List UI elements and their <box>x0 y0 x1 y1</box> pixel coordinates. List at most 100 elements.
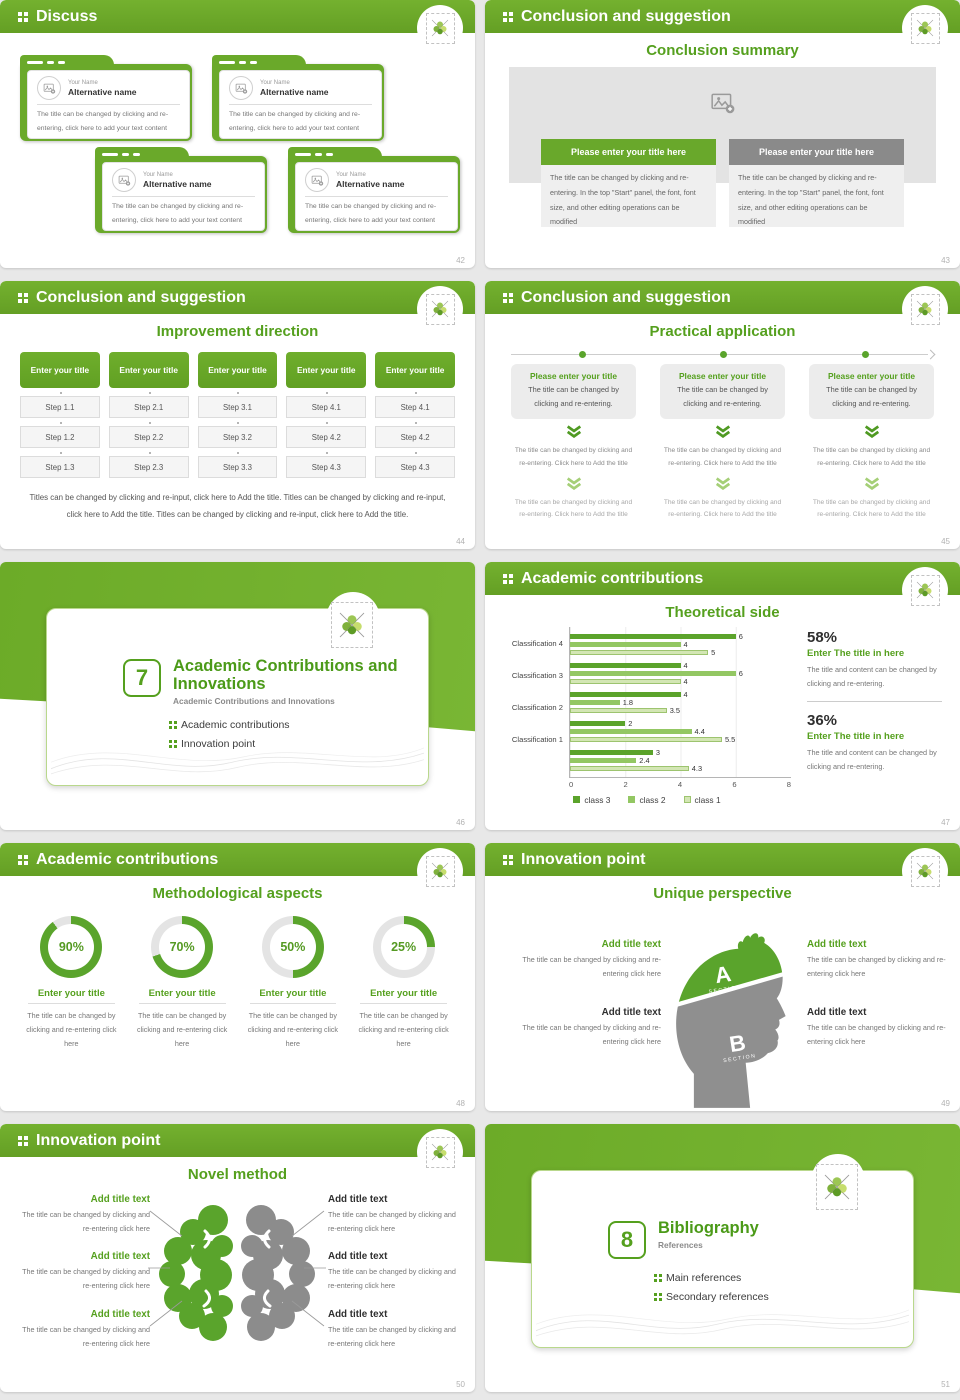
profile-card: Your Name Alternative name The title can… <box>95 147 267 233</box>
head-silhouette-graphic: A SECTION B SECTION <box>676 933 786 1108</box>
double-chevron-down-icon <box>660 424 785 443</box>
double-chevron-down-icon <box>511 476 636 495</box>
stat-title: Enter The title in here <box>807 730 905 742</box>
chart-category-label: Classification 3 <box>511 670 563 680</box>
slide-50-novel-method[interactable]: Innovation point Novel method <box>0 1124 475 1392</box>
school-logo-badge <box>902 286 948 332</box>
profile-card: Your Name Alternative name The title can… <box>212 55 384 141</box>
chart-category-label: Classification 2 <box>511 702 563 712</box>
timeline <box>511 349 936 360</box>
double-chevron-down-icon <box>809 476 934 495</box>
image-icon <box>305 168 329 192</box>
school-logo-badge <box>417 286 463 332</box>
donut-column: 25% Enter your title The title can be ch… <box>354 908 453 1051</box>
slide-49-unique-perspective[interactable]: Innovation point Unique perspective A SE… <box>485 843 960 1111</box>
timeline-column: Please enter your title The title can be… <box>809 364 934 522</box>
slide-title: Improvement direction <box>156 323 319 340</box>
profile-card: Your Name Alternative name The title can… <box>20 55 192 141</box>
section-card: 8 Bibliography References Main reference… <box>531 1154 914 1348</box>
text-block: Add title text The title can be changed … <box>807 939 947 980</box>
page-number: 42 <box>456 256 465 265</box>
step-box: Step 3.2 <box>197 422 278 448</box>
header-dots-icon <box>503 573 507 578</box>
block-title: Add title text <box>807 939 867 950</box>
step-column: Enter your title Step 2.1 Step 2.2 Step … <box>108 352 189 478</box>
slide-title: Novel method <box>187 1166 288 1183</box>
section-a-letter: A <box>713 961 733 988</box>
slide-47-theoretical-side[interactable]: Academic contributions Theoretical side … <box>485 562 960 830</box>
slide-43-conclusion-summary[interactable]: Conclusion and suggestion Conclusion sum… <box>485 0 960 268</box>
emblem-stamp-icon <box>910 12 940 44</box>
donut-body: The title can be changed by clicking and… <box>358 1011 449 1049</box>
slide-44-improvement-direction[interactable]: Conclusion and suggestion Improvement di… <box>0 281 475 549</box>
donut-title: Enter your title <box>28 988 115 1004</box>
timeline-column: Please enter your title The title can be… <box>511 364 636 522</box>
title-bar-green: Please enter your title here <box>541 139 716 165</box>
block-body: The title can be changed by clicking and… <box>522 1023 661 1046</box>
emblem-stamp-icon <box>425 1136 455 1168</box>
wave-texture <box>536 1309 909 1337</box>
section-subtitle: Academic Contributions and Innovations <box>173 696 335 707</box>
donut-body: The title can be changed by clicking and… <box>26 1011 117 1049</box>
folder-tab <box>212 55 306 69</box>
card-alt-name: Alternative name <box>336 178 405 189</box>
slide-51-section-bibliography[interactable]: 8 Bibliography References Main reference… <box>485 1124 960 1392</box>
donut-body: The title can be changed by clicking and… <box>136 1011 228 1049</box>
slide-46-section-academic-contributions[interactable]: 7 Academic Contributions and Innovations… <box>0 562 475 830</box>
slide-header-bar: Innovation point <box>0 1124 475 1157</box>
timeline-arrow-icon <box>925 349 936 360</box>
emblem-stamp-icon <box>910 574 940 606</box>
emblem-stamp-icon <box>910 293 940 325</box>
block-title: Add title text <box>601 1007 661 1018</box>
slide-42-discuss[interactable]: Discuss Your Name Alternative name The t… <box>0 0 475 268</box>
card-body-text: The title can be changed by clicking and… <box>112 203 244 225</box>
block-body: The title can be changed by clicking and… <box>328 1210 456 1233</box>
emblem-stamp-icon <box>816 1164 858 1210</box>
block-title: Add title text <box>328 1251 388 1262</box>
block-body: The title can be changed by clicking and… <box>22 1210 150 1233</box>
timeline-dot <box>578 351 586 358</box>
text-block: Add title text The title can be changed … <box>503 1007 661 1048</box>
text-block: Add title text The title can be changed … <box>328 1309 458 1350</box>
block-title: Add title text <box>90 1194 150 1205</box>
column-title-button: Enter your title <box>375 352 455 388</box>
slide-header-title: Academic contributions <box>36 850 219 868</box>
section-bullet: Main references <box>654 1272 887 1284</box>
discuss-cards-area: Your Name Alternative name The title can… <box>0 33 475 263</box>
card-alt-name: Alternative name <box>260 86 329 97</box>
slide-header-title: Innovation point <box>521 850 646 868</box>
bullet-dots-icon <box>654 1274 657 1277</box>
divider <box>807 700 942 702</box>
block-title: Add title text <box>601 939 661 950</box>
school-logo-badge <box>902 5 948 51</box>
column-body: The title can be changed by clicking and… <box>528 385 619 409</box>
column-body: The title can be changed by clicking and… <box>677 385 768 409</box>
header-dots-icon <box>18 854 22 859</box>
slide-header-bar: Academic contributions <box>485 562 960 595</box>
emblem-stamp-icon <box>425 855 455 887</box>
step-box: Step 1.3 <box>20 452 100 478</box>
slide-header-title: Academic contributions <box>521 569 704 587</box>
text-block: Add title text The title can be changed … <box>503 939 661 980</box>
footer-note: Titles can be changed by clicking and re… <box>29 493 446 519</box>
stats-panel: 58% Enter The title in here The title an… <box>799 627 960 805</box>
block-title: Add title text <box>328 1309 388 1320</box>
page-number: 50 <box>456 1380 465 1389</box>
slide-48-methodological-aspects[interactable]: Academic contributions Methodological as… <box>0 843 475 1111</box>
step-box: Step 1.2 <box>20 422 100 448</box>
text-block: Add title text The title can be changed … <box>20 1194 150 1235</box>
step-box: Step 4.3 <box>375 452 455 478</box>
column-title-button: Enter your title <box>197 352 278 388</box>
step-box: Step 4.2 <box>286 422 367 448</box>
step-box: Step 4.2 <box>375 422 455 448</box>
chart-plot-area: 6 4 5 4 6 4 4 1.8 3.5 2 4.4 5.5 3 2.4 4.3 <box>569 627 791 778</box>
slide-45-practical-application[interactable]: Conclusion and suggestion Practical appl… <box>485 281 960 549</box>
donut-column: 70% Enter your title The title can be ch… <box>133 908 232 1051</box>
step-box: Step 3.3 <box>197 452 278 478</box>
donut-chart: 90% <box>40 916 103 978</box>
column-title-button: Enter your title <box>20 352 100 388</box>
stat-value: 58% <box>807 629 838 646</box>
card-body-text: The title can be changed by clicking and… <box>305 203 437 225</box>
chart-category-labels: Classification 4 Classification 3 Classifi… <box>495 627 569 778</box>
block-title: Add title text <box>90 1251 150 1262</box>
